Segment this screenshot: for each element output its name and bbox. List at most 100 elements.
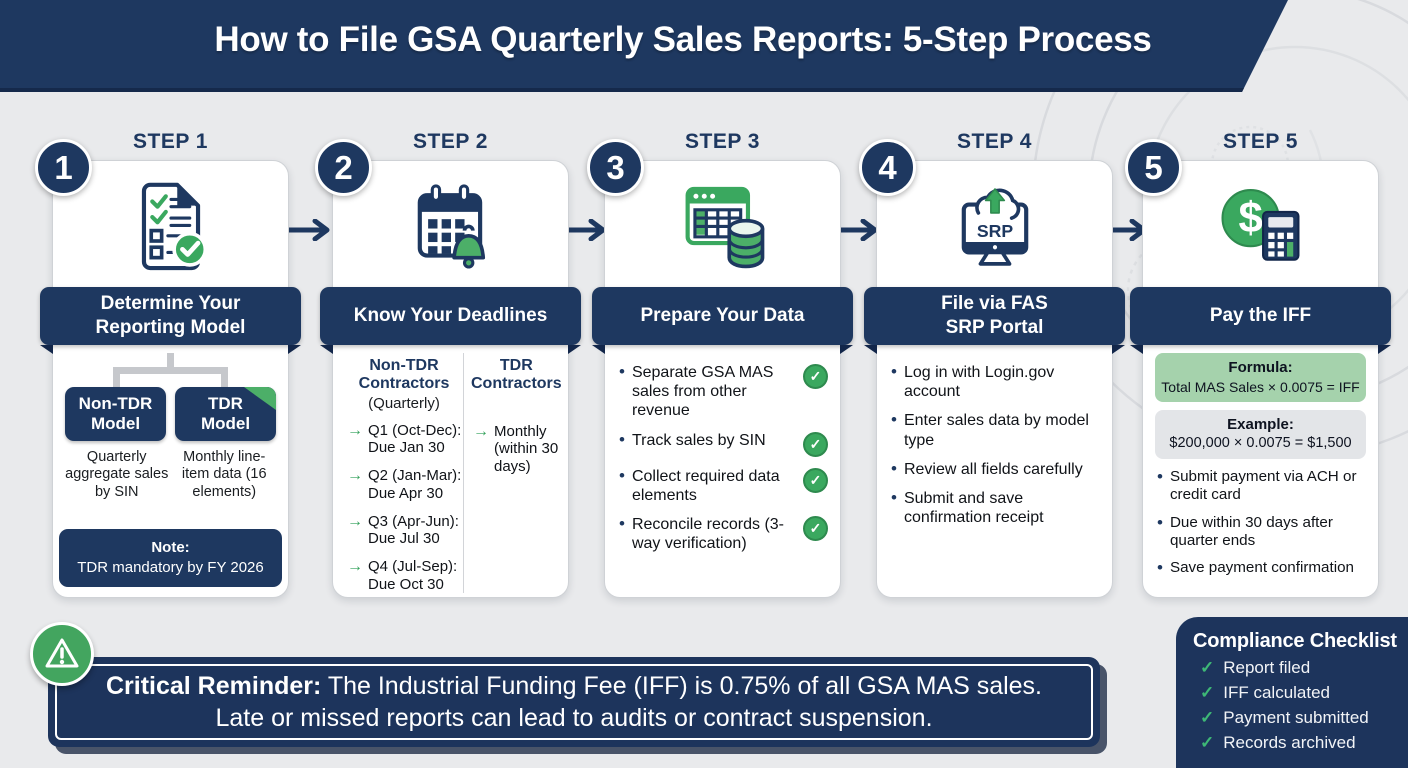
- warning-triangle-icon: [45, 638, 79, 668]
- ribbon-fold: [320, 345, 333, 354]
- iff-payment-calculator-icon: $: [1220, 189, 1299, 261]
- note-label: Note:: [151, 539, 190, 557]
- bullet-dot: •: [619, 513, 625, 533]
- step-title-line: Pay the IFF: [1209, 305, 1312, 327]
- bullet-item: • Enter sales data by model type: [891, 410, 1089, 449]
- bullet-item: • Submit and save confirmation receipt: [891, 487, 1044, 527]
- bullet-dot: •: [891, 487, 897, 507]
- step-2-label: STEP 2: [413, 130, 488, 153]
- deadline-item: → Q2 (Jan-Mar): Due Apr 30: [347, 467, 462, 502]
- reminder-line1: The Industrial Funding Fee (IFF) is 0.75…: [321, 671, 1043, 700]
- step-4-card: SRP File via FAS SRP Portal • Log in wit…: [864, 160, 1125, 598]
- bullet-dot: •: [891, 410, 897, 430]
- checklist-title: Compliance Checklist: [1193, 630, 1397, 652]
- flow-arrow-icon: [287, 219, 330, 241]
- step-1-content: Non-TDR Model TDR Model Quarterly aggreg…: [53, 345, 288, 597]
- check-circle-icon: ✓: [803, 431, 828, 457]
- step-title-line: Determine Your: [100, 293, 241, 315]
- ribbon-fold: [840, 345, 853, 354]
- ribbon-fold: [288, 345, 301, 354]
- step-1-label: STEP 1: [133, 130, 208, 153]
- check-circle-icon: ✓: [803, 467, 828, 493]
- green-arrow-icon: →: [473, 422, 489, 440]
- bullet-dot: •: [1157, 512, 1163, 532]
- srp-label: SRP: [976, 221, 1013, 241]
- step-1-icon-area: [53, 161, 288, 287]
- ribbon-fold: [1112, 345, 1125, 354]
- step-title-line: Know Your Deadlines: [353, 305, 548, 327]
- step-4-label: STEP 4: [957, 130, 1032, 153]
- bullet-item: • Track sales by SIN ✓: [617, 430, 828, 457]
- step-4-content: • Log in with Login.gov account • Enter …: [877, 345, 1112, 597]
- step-title-line: SRP Portal: [945, 317, 1044, 338]
- bullet-dot: •: [891, 362, 897, 381]
- ribbon-fold: [568, 345, 581, 354]
- non-tdr-description: Quarterly aggregate sales by SIN: [65, 449, 169, 500]
- step-title-line: Prepare Your Data: [640, 305, 805, 327]
- step-2-number-badge: 2: [315, 139, 372, 196]
- column-header: Non-TDR Contractors: [358, 357, 450, 393]
- step-3-icon-area: [605, 161, 840, 287]
- step-2-icon-area: [333, 161, 568, 287]
- step-3-label: STEP 3: [685, 130, 760, 153]
- critical-reminder-banner: Critical Reminder: The Industrial Fundin…: [48, 657, 1100, 747]
- bullet-dot: •: [1157, 467, 1163, 487]
- warning-badge: [30, 622, 94, 686]
- example-box: Example: $200,000 × 0.0075 = $1,500: [1155, 409, 1366, 460]
- check-icon: ✓: [1200, 658, 1215, 677]
- tdr-description: Monthly line-item data (16 elements): [181, 449, 267, 500]
- column-header: TDR Contractors: [471, 357, 562, 393]
- step-5-card: $ Pay the IFF Formula: Total MAS Sales ×…: [1130, 160, 1391, 598]
- check-icon: ✓: [1200, 708, 1215, 727]
- step-4-icon-area: SRP: [877, 161, 1112, 287]
- ribbon-fold: [1378, 345, 1391, 354]
- header-banner: How to File GSA Quarterly Sales Reports:…: [0, 0, 1288, 92]
- bullet-item: • Due within 30 days after quarter ends: [1157, 512, 1333, 549]
- note-text: TDR mandatory by FY 2026: [77, 559, 264, 577]
- green-arrow-icon: →: [347, 421, 363, 439]
- model-box-tdr: TDR Model: [175, 387, 276, 442]
- reminder-line2: Late or missed reports can lead to audit…: [215, 704, 933, 732]
- deadline-item: → Q4 (Jul-Sep): Due Oct 30: [347, 557, 458, 593]
- step-3-title-ribbon: Prepare Your Data: [592, 287, 853, 354]
- step-1-number-badge: 1: [35, 139, 92, 196]
- ribbon-fold: [40, 345, 53, 354]
- ribbon-fold: [592, 345, 605, 354]
- checklist-item: ✓ IFF calculated: [1200, 683, 1331, 702]
- green-arrow-icon: →: [347, 557, 363, 575]
- step-5-title-ribbon: Pay the IFF: [1130, 287, 1391, 354]
- step-5-label: STEP 5: [1223, 130, 1298, 153]
- note-box: Note: TDR mandatory by FY 2026: [59, 529, 282, 587]
- ribbon-fold: [864, 345, 877, 354]
- step-5-number-badge: 5: [1125, 139, 1182, 196]
- step-1-title-ribbon: Determine Your Reporting Model: [40, 287, 301, 354]
- step-3-card: Prepare Your Data • Separate GSA MAS sal…: [592, 160, 853, 598]
- formula-box: Formula: Total MAS Sales × 0.0075 = IFF: [1155, 353, 1366, 402]
- check-circle-icon: ✓: [803, 515, 828, 541]
- step-2-content: Non-TDR Contractors (Quarterly) → Q1 (Oc…: [333, 345, 568, 603]
- checklist-item: ✓ Payment submitted: [1200, 708, 1369, 727]
- step-2-card: Know Your Deadlines Non-TDR Contractors …: [320, 160, 581, 598]
- step-title-line: Reporting Model: [95, 317, 246, 338]
- example-label: Example:: [1227, 415, 1294, 433]
- step-1-card: Determine Your Reporting Model Non-TDR M…: [40, 160, 301, 598]
- deadlines-column-non-tdr: Non-TDR Contractors (Quarterly) → Q1 (Oc…: [345, 353, 463, 593]
- step-4-number-badge: 4: [859, 139, 916, 196]
- flow-arrow-icon: [835, 219, 878, 241]
- deadline-item: → Q1 (Oct-Dec): Due Jan 30: [347, 421, 462, 457]
- deadlines-column-tdr: TDR Contractors → Monthly (within 30 day…: [463, 353, 562, 594]
- checklist-item: ✓ Records archived: [1200, 733, 1356, 752]
- bullet-item: • Collect required data elements ✓: [617, 466, 828, 505]
- bullet-item: • Review all fields carefully: [891, 458, 1083, 478]
- formula-text: Total MAS Sales × 0.0075 = IFF: [1161, 378, 1360, 395]
- checklist-document-icon: [141, 182, 207, 271]
- bullet-item: • Save payment confirmation: [1157, 557, 1354, 577]
- spreadsheet-database-icon: [685, 186, 764, 269]
- green-arrow-icon: →: [347, 467, 363, 485]
- deadline-item: → Monthly (within 30 days): [473, 422, 559, 476]
- bullet-dot: •: [891, 458, 897, 478]
- compliance-checklist: Compliance Checklist ✓ Report filed ✓ IF…: [1176, 617, 1408, 768]
- bullet-dot: •: [619, 362, 625, 381]
- check-icon: ✓: [1200, 733, 1215, 752]
- step-5-content: Formula: Total MAS Sales × 0.0075 = IFF …: [1143, 345, 1378, 597]
